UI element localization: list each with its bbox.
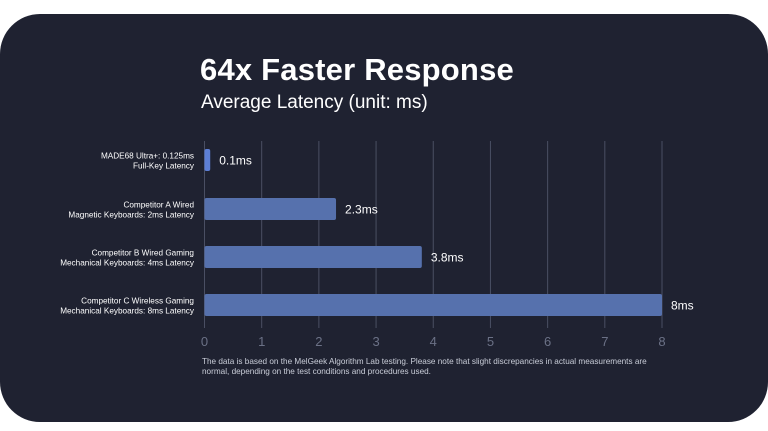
bar [204,246,422,268]
data-label: 2.3ms [345,203,378,217]
x-tick-label: 1 [258,334,265,349]
bar [204,198,337,220]
category-label: Competitor C Wireless Gaming [81,297,194,306]
x-tick-label: 0 [201,334,208,349]
x-tick-label: 2 [315,334,322,349]
chart-title: 64x Faster Response [200,52,514,87]
bar [204,149,211,171]
x-tick-label: 5 [487,334,494,349]
category-label: Competitor A Wired [123,201,194,210]
category-label: Full-Key Latency [133,162,195,171]
category-label: Mechanical Keyboards: 8ms Latency [60,307,195,316]
x-tick-label: 7 [601,334,608,349]
bar-chart: 0 1 2 3 4 5 6 7 8 0.1ms MADE68 Ultra+: 0.125msFull… [60,141,694,349]
data-label: 0.1ms [219,154,252,168]
x-tick-label: 3 [372,334,379,349]
bar [204,294,662,316]
data-label: 3.8ms [431,251,464,265]
category-label: Magnetic Keyboards: 2ms Latency [68,211,195,220]
chart-subtitle: Average Latency (unit: ms) [201,92,428,113]
data-label: 8ms [671,299,694,313]
x-tick-label: 8 [658,334,665,349]
footnote: The data is based on the MelGeek Algorit… [202,357,647,376]
category-label: Competitor B Wired Gaming [92,249,195,258]
x-tick-label: 6 [544,334,551,349]
category-label: Mechanical Keyboards: 4ms Latency [60,259,195,268]
category-label: MADE68 Ultra+: 0.125ms [101,152,194,161]
x-tick-label: 4 [430,334,437,349]
chart-card: 64x Faster Response Average Latency (uni… [0,14,768,422]
